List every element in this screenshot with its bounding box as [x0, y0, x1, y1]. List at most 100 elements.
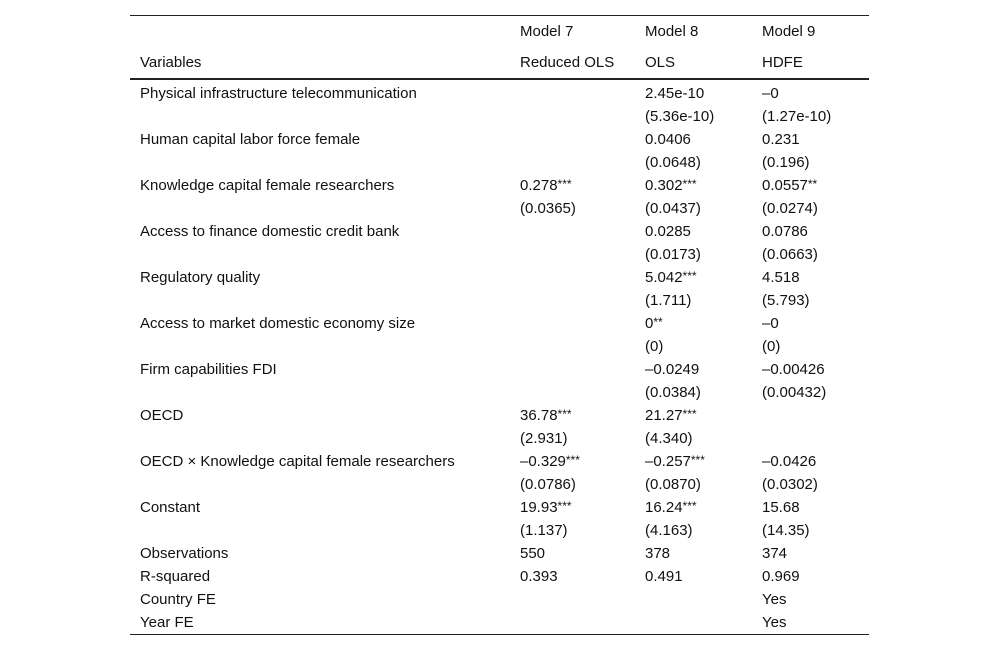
coefficient-cell — [520, 312, 645, 335]
statistic-value — [520, 611, 645, 635]
coefficient-cell: 5.042*** — [645, 266, 762, 289]
variable-label: Knowledge capital female researchers — [140, 177, 395, 194]
empty-label-cell — [130, 335, 520, 358]
coefficient-cell: 0.0786 — [762, 220, 869, 243]
coefficient-cell: 0** — [645, 312, 762, 335]
coefficient-cell: 0.278*** — [520, 174, 645, 197]
standard-error-cell: (0.0437) — [645, 200, 701, 217]
variable-label: OECD × Knowledge capital female research… — [140, 453, 455, 470]
coefficient-cell: 4.518 — [762, 266, 869, 289]
standard-error-cell: (0.00432) — [762, 384, 827, 401]
coefficient-cell: 0.0557** — [762, 174, 869, 197]
standard-error-cell — [520, 381, 645, 404]
standard-error-cell: (4.163) — [645, 522, 693, 539]
coefficient-value: –0.0249 — [645, 361, 700, 378]
standard-error-cell: (0.0663) — [762, 246, 818, 263]
header-model-name: Model 7 — [520, 23, 574, 40]
statistic-value: Yes — [762, 614, 787, 631]
coefficient-value: 0 — [645, 315, 654, 332]
standard-error-cell — [520, 289, 645, 312]
statistic-row: Year FE Yes — [130, 611, 869, 635]
coefficient-value: 21.27 — [645, 407, 683, 424]
coefficient-cell — [762, 404, 869, 427]
statistic-label: R-squared — [140, 568, 211, 585]
standard-error-cell: (0.0648) — [645, 154, 701, 171]
standard-error-cell: (1.27e-10) — [762, 108, 832, 125]
statistic-value: Yes — [762, 591, 787, 608]
header-variables-label: Variables — [140, 54, 202, 71]
coefficient-cell: 0.0285 — [645, 220, 762, 243]
coefficient-value: 0.0786 — [762, 223, 808, 240]
coefficient-cell — [520, 358, 645, 381]
coefficient-cell: –0.0249 — [645, 358, 762, 381]
variable-label: Regulatory quality — [140, 269, 261, 286]
variable-label: Physical infrastructure telecommunicatio… — [140, 85, 417, 102]
empty-label-cell — [130, 473, 520, 496]
significance-stars: *** — [557, 177, 572, 191]
coefficient-cell: –0.257*** — [645, 450, 762, 473]
coefficient-value: –0.257 — [645, 453, 691, 470]
coefficient-value: 0.0406 — [645, 131, 691, 148]
statistic-value: 0.393 — [520, 568, 558, 585]
standard-error-row: (0.0365) (0.0437) (0.0274) — [130, 197, 869, 220]
coefficient-value: 0.302 — [645, 177, 683, 194]
coefficient-value: –0.329 — [520, 453, 566, 470]
statistic-value: 378 — [645, 545, 671, 562]
coefficient-cell: 0.302*** — [645, 174, 762, 197]
coefficient-row: Regulatory quality 5.042*** 4.518 — [130, 266, 869, 289]
table-body: Physical infrastructure telecommunicatio… — [130, 79, 869, 635]
statistic-value — [520, 588, 645, 611]
header-model-method: OLS — [645, 54, 676, 71]
standard-error-cell: (0.0173) — [645, 246, 701, 263]
variable-label: Firm capabilities FDI — [140, 361, 277, 378]
standard-error-cell: (0.0302) — [762, 476, 818, 493]
standard-error-cell — [520, 243, 645, 266]
coefficient-cell — [520, 266, 645, 289]
coefficient-cell: –0.00426 — [762, 358, 869, 381]
coefficient-cell: 19.93*** — [520, 496, 645, 519]
variable-label: Human capital labor force female — [140, 131, 361, 148]
coefficient-value: 0.231 — [762, 131, 800, 148]
standard-error-row: (1.711) (5.793) — [130, 289, 869, 312]
significance-stars: *** — [557, 407, 572, 421]
coefficient-value: –0.00426 — [762, 361, 825, 378]
standard-error-cell: (0.196) — [762, 154, 810, 171]
statistic-label: Country FE — [140, 591, 216, 608]
standard-error-cell: (5.793) — [762, 292, 810, 309]
header-row-models: Model 7 Model 8 Model 9 — [130, 15, 869, 48]
statistic-value: 0.969 — [762, 568, 800, 585]
coefficient-cell: 21.27*** — [645, 404, 762, 427]
empty-label-cell — [130, 243, 520, 266]
standard-error-cell: (0) — [645, 338, 664, 355]
empty-label-cell — [130, 289, 520, 312]
statistic-row: Country FE Yes — [130, 588, 869, 611]
standard-error-cell: (0.0384) — [645, 384, 701, 401]
significance-stars: *** — [682, 407, 697, 421]
standard-error-cell: (0.0870) — [645, 476, 701, 493]
variable-label: Access to finance domestic credit bank — [140, 223, 400, 240]
variable-label: OECD — [140, 407, 184, 424]
standard-error-row: (0) (0) — [130, 335, 869, 358]
statistic-row: Observations 550 378 374 — [130, 542, 869, 565]
coefficient-value: 0.0557 — [762, 177, 808, 194]
coefficient-value: 0.278 — [520, 177, 558, 194]
header-model-method: HDFE — [762, 54, 803, 71]
coefficient-cell: 0.231 — [762, 128, 869, 151]
coefficient-value: 36.78 — [520, 407, 558, 424]
standard-error-cell: (0.0786) — [520, 476, 576, 493]
coefficient-cell: 2.45e-10 — [645, 79, 762, 105]
empty-label-cell — [130, 427, 520, 450]
significance-stars: *** — [557, 499, 572, 513]
standard-error-cell: (4.340) — [645, 430, 693, 447]
coefficient-cell: –0 — [762, 79, 869, 105]
coefficient-row: Knowledge capital female researchers 0.27… — [130, 174, 869, 197]
statistic-value — [645, 588, 762, 611]
coefficient-value: 19.93 — [520, 499, 558, 516]
coefficient-value: 5.042 — [645, 269, 683, 286]
coefficient-row: OECD × Knowledge capital female research… — [130, 450, 869, 473]
standard-error-row: (2.931) (4.340) — [130, 427, 869, 450]
header-empty-cell — [130, 16, 520, 48]
standard-error-cell — [520, 151, 645, 174]
statistic-value — [645, 611, 762, 635]
header-model-name: Model 9 — [762, 23, 816, 40]
